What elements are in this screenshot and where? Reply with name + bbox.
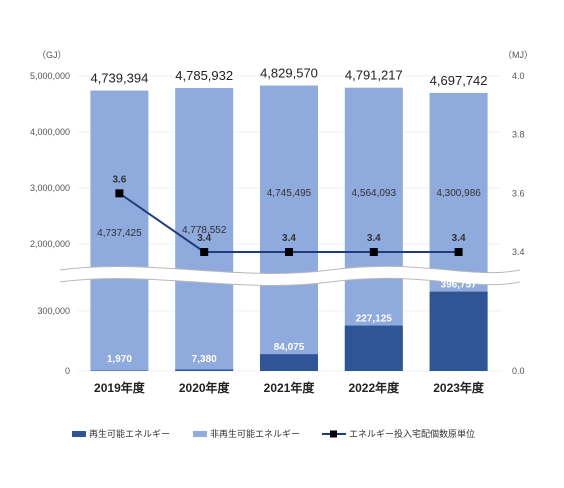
right-tick-label: 3.6: [512, 188, 525, 198]
category-label: 2021年度: [264, 380, 316, 395]
bar-renewable: [429, 291, 488, 371]
legend-swatch-non-renewable: [193, 431, 207, 437]
total-label: 4,829,570: [260, 66, 318, 81]
axis-break: [59, 265, 521, 286]
legend-label-renewable: 再生可能エネルギー: [89, 428, 170, 440]
non-renewable-label: 4,745,495: [267, 188, 312, 199]
left-tick-label: 5,000,000: [30, 71, 70, 81]
line-marker: [285, 248, 293, 256]
renewable-label: 7,380: [192, 354, 217, 365]
data-labels: 4,739,394 4,737,425 1,970 3.6 4,785,932 4,778…: [90, 66, 487, 365]
category-label: 2020年度: [179, 380, 231, 395]
x-axis: 2019年度 2020年度 2021年度 2022年度 2023年度: [94, 380, 485, 395]
left-tick-label: 0: [65, 366, 70, 376]
line-value-label: 3.6: [112, 174, 126, 185]
legend: 再生可能エネルギー 非再生可能エネルギー エネルギー投入宅配個数原単位: [72, 428, 475, 440]
left-axis-unit: （GJ）: [37, 50, 67, 60]
bar-renewable: [260, 354, 318, 371]
non-renewable-label: 4,300,986: [436, 188, 481, 199]
renewable-label: 227,125: [356, 314, 393, 325]
bar-non-renewable: [90, 90, 149, 372]
total-label: 4,739,394: [90, 71, 148, 86]
bar-non-renewable: [175, 87, 234, 371]
category-label: 2023年度: [433, 380, 485, 395]
axis-break-line-top: [59, 265, 521, 274]
line-value-label: 3.4: [452, 233, 466, 244]
category-label: 2019年度: [94, 380, 146, 395]
left-tick-label: 3,000,000: [30, 183, 70, 193]
renewable-label: 396,757: [441, 280, 478, 291]
line-marker: [369, 248, 378, 256]
non-renewable-label: 4,778,552: [182, 225, 227, 236]
bar-renewable: [175, 369, 234, 371]
renewable-label: 84,075: [274, 342, 305, 353]
line-value-label: 3.4: [367, 233, 381, 244]
legend-line-marker: [330, 430, 337, 438]
total-label: 4,791,217: [345, 68, 403, 83]
line-series: [115, 189, 463, 256]
right-axis-unit: （MJ）: [503, 50, 533, 60]
left-tick-label: 4,000,000: [30, 127, 70, 137]
category-label: 2022年度: [348, 380, 400, 395]
bar-renewable: [344, 325, 403, 371]
axis-break-line-bottom: [59, 277, 521, 286]
legend-label-non-renewable: 非再生可能エネルギー: [210, 428, 300, 440]
left-tick-label: 300,000: [37, 306, 70, 316]
bar-non-renewable: [344, 87, 403, 371]
total-label: 4,785,932: [175, 68, 233, 83]
total-label: 4,697,742: [430, 73, 488, 88]
renewable-label: 1,970: [107, 354, 132, 365]
bar-non-renewable: [260, 85, 318, 371]
non-renewable-label: 4,564,093: [352, 188, 397, 199]
legend-swatch-renewable: [72, 431, 86, 437]
right-tick-label: 4.0: [512, 71, 525, 81]
non-renewable-label: 4,737,425: [97, 228, 142, 239]
legend-label-line: エネルギー投入宅配個数原単位: [349, 428, 475, 440]
left-tick-label: 2,000,000: [30, 239, 70, 249]
right-tick-label: 0.0: [512, 366, 525, 376]
right-axis: 0.0 3.4 3.6 3.8 4.0: [512, 71, 525, 376]
bars: [90, 85, 488, 372]
right-tick-label: 3.8: [512, 130, 525, 140]
line-marker: [454, 248, 463, 256]
left-axis: 0 300,000 2,000,000 3,000,000 4,000,000 5,000…: [30, 71, 70, 376]
line-value-label: 3.4: [197, 233, 211, 244]
line-marker: [115, 189, 124, 198]
right-tick-label: 3.4: [512, 247, 525, 257]
line-marker: [200, 248, 209, 256]
line-value-label: 3.4: [282, 233, 296, 244]
